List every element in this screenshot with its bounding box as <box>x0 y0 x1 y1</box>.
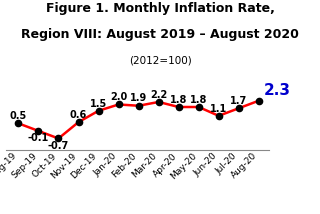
Text: 2.3: 2.3 <box>264 83 291 98</box>
Text: Figure 1. Monthly Inflation Rate,: Figure 1. Monthly Inflation Rate, <box>45 2 275 15</box>
Text: -0.1: -0.1 <box>28 133 49 143</box>
Text: 1.8: 1.8 <box>190 95 207 105</box>
Text: 1.7: 1.7 <box>230 96 247 106</box>
Text: 1.5: 1.5 <box>90 98 107 108</box>
Text: (2012=100): (2012=100) <box>129 56 191 66</box>
Text: 1.9: 1.9 <box>130 94 147 104</box>
Text: 0.5: 0.5 <box>10 111 27 121</box>
Text: 2.0: 2.0 <box>110 92 127 102</box>
Text: Region VIII: August 2019 – August 2020: Region VIII: August 2019 – August 2020 <box>21 28 299 41</box>
Text: -0.7: -0.7 <box>48 141 69 151</box>
Text: 0.6: 0.6 <box>70 110 87 120</box>
Text: 2.2: 2.2 <box>150 90 167 100</box>
Text: 1.1: 1.1 <box>210 104 227 114</box>
Text: 1.8: 1.8 <box>170 95 187 105</box>
